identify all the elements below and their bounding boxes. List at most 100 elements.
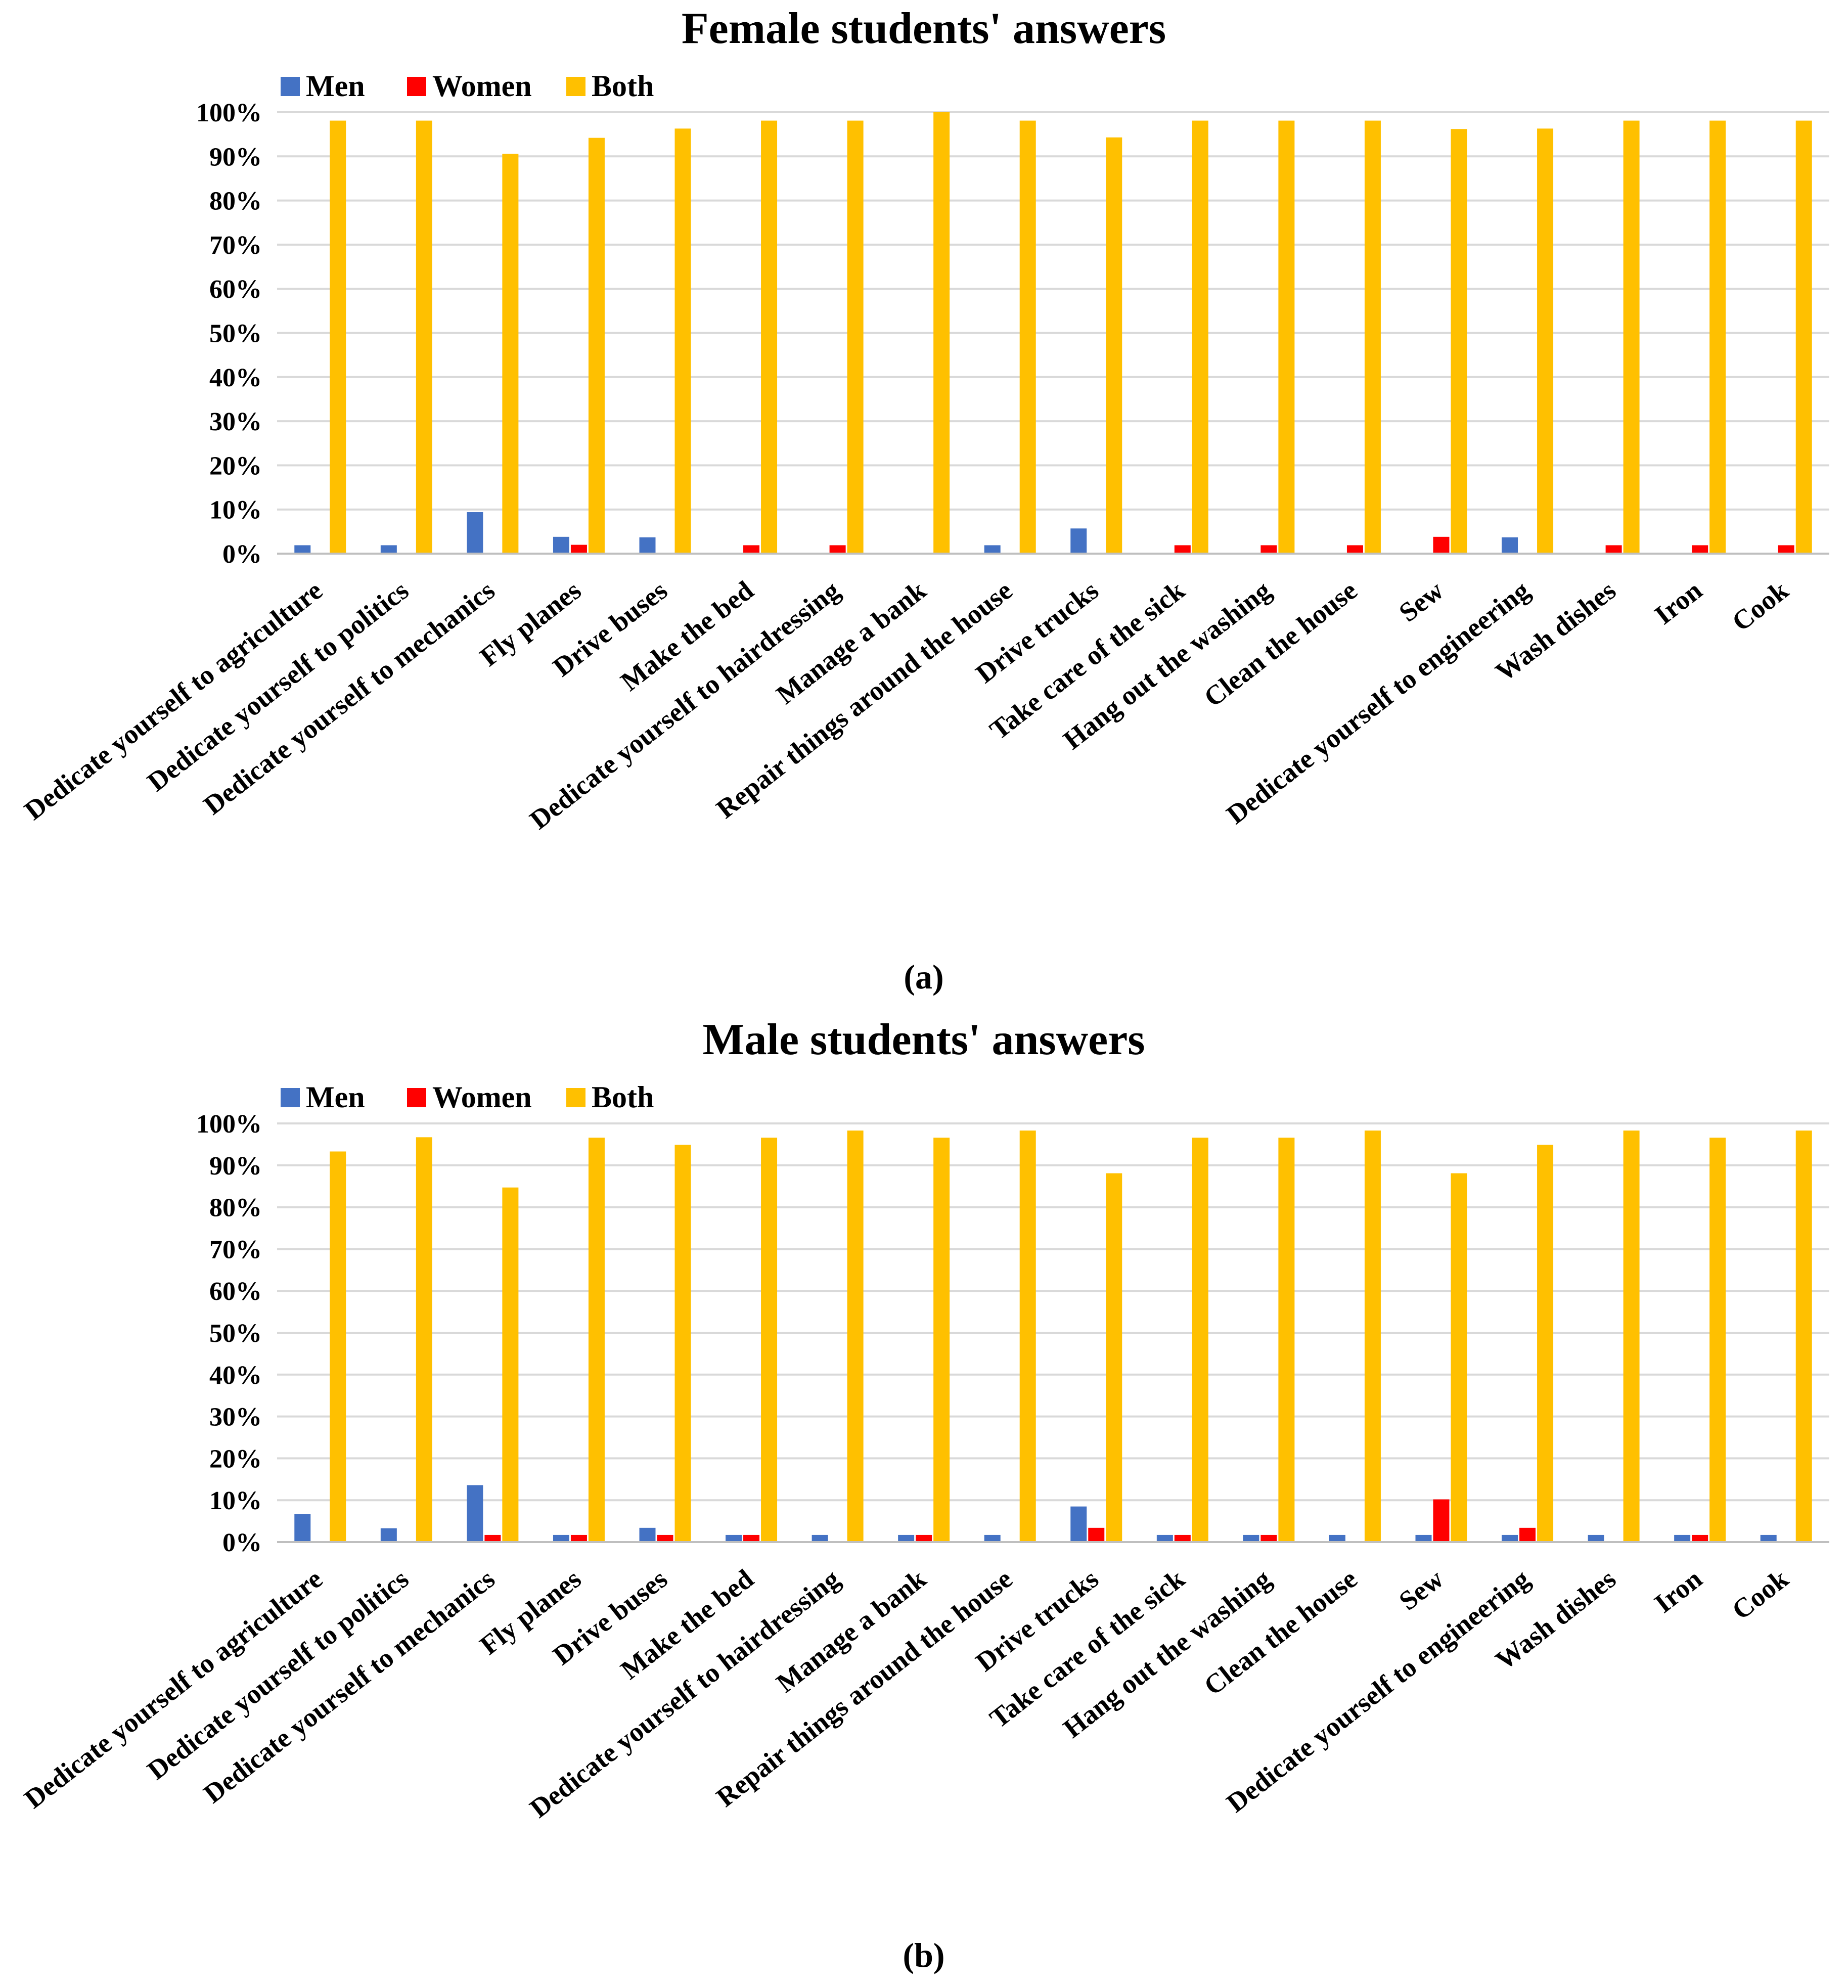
legend-label-women: Women [432,1080,532,1114]
bar-men [984,1534,1001,1542]
legend-label-women: Women [432,69,532,103]
bar-men [1070,528,1087,554]
y-tick-label: 10% [209,496,262,525]
y-tick-label: 80% [209,1194,262,1223]
bar-women [1174,545,1191,554]
legend-swatch-men [281,77,300,96]
bar-women [1174,1534,1191,1542]
bar-men [553,1534,569,1542]
bar-both [933,1138,950,1542]
chart-caption: (a) [904,958,943,996]
bar-both [416,120,432,554]
legend-swatch-women [407,1088,426,1107]
x-category-label: Clean the house [1198,575,1363,713]
bar-both [1278,1138,1295,1542]
bar-men [294,545,311,554]
chart-title: Female students' answers [682,4,1166,53]
bar-women [743,545,760,554]
legend-label-men: Men [306,1080,365,1114]
x-category-label: Dedicate yourself to hairdressing [524,1563,845,1824]
y-tick-label: 40% [209,364,262,392]
legend-label-both: Both [592,69,654,103]
bar-men [1502,1534,1518,1542]
bar-women [1778,545,1794,554]
bar-both [761,1138,778,1542]
y-tick-label: 60% [209,275,262,304]
bar-both [1019,120,1036,554]
bar-women [743,1534,760,1542]
bar-both [502,154,519,554]
bar-both [1795,120,1812,554]
bar-men [1502,537,1518,554]
bar-women [1605,545,1622,554]
bar-both [674,1145,691,1542]
bar-men [1415,1534,1432,1542]
bar-men [380,545,397,554]
bar-both [1709,120,1726,554]
bar-women [1433,1499,1450,1542]
bar-men [1674,1534,1691,1542]
bar-men [812,1534,828,1542]
y-tick-label: 60% [209,1277,262,1306]
bar-both [1709,1138,1726,1542]
bar-men [1760,1534,1777,1542]
bar-women [1692,1534,1708,1542]
bar-men [639,1527,656,1542]
x-category-label: Iron [1649,575,1708,630]
bar-both [1019,1131,1036,1542]
y-tick-label: 30% [209,1403,262,1432]
bar-both [416,1137,432,1542]
legend-swatch-men [281,1088,300,1107]
chart-a: Female students' answers Men Women Both 0% 10… [19,4,1829,996]
y-tick-label: 80% [209,187,262,216]
y-tick-label: 40% [209,1361,262,1390]
chart-caption: (b) [903,1936,944,1974]
bar-women [1519,1527,1536,1542]
y-tick-label: 10% [209,1486,262,1515]
y-tick-label: 90% [209,143,262,171]
bar-men [984,545,1001,554]
y-tick-label: 70% [209,1235,262,1264]
bar-both [1106,137,1122,554]
x-category-label: Dedicate yourself to hairdressing [524,575,845,835]
bar-both [1364,120,1381,554]
bar-both [1537,128,1554,554]
bar-both [1451,1173,1467,1542]
bar-both [1795,1131,1812,1542]
x-category-label: Clean the house [1198,1563,1363,1701]
y-tick-label: 50% [209,320,262,348]
legend-swatch-both [566,1088,585,1107]
bar-men [1329,1534,1345,1542]
bar-women [1346,545,1363,554]
chart-b: Male students' answers Men Women Both 0% 10% 2… [19,1015,1829,1974]
bar-women [657,1534,673,1542]
x-category-label: Sew [1393,1563,1449,1616]
bar-men [1588,1534,1604,1542]
bar-both [847,120,864,554]
bar-both [588,138,605,554]
bar-both [1192,120,1208,554]
y-tick-label: 100% [196,99,262,127]
bar-men [467,1485,483,1542]
bar-both [1623,1131,1640,1542]
x-category-label: Cook [1726,1563,1794,1625]
bar-men [726,1534,742,1542]
y-tick-label: 30% [209,408,262,436]
bar-men [1156,1534,1173,1542]
legend-label-men: Men [306,69,365,103]
x-category-label: Dedicate yourself to engineering [1221,575,1536,830]
bar-women [570,545,587,554]
y-tick-label: 0% [222,540,262,569]
bar-women [1260,545,1277,554]
x-category-label: Repair things around the house [711,575,1018,824]
bar-both [761,120,778,554]
x-category-label: Repair things around the house [711,1563,1018,1813]
bar-both [502,1187,519,1542]
bar-both [933,112,950,554]
bar-both [330,120,346,554]
x-category-label: Sew [1393,575,1449,628]
x-category-label: Dedicate yourself to engineering [1221,1563,1536,1818]
y-tick-label: 20% [209,1444,262,1473]
bar-women [1692,545,1708,554]
